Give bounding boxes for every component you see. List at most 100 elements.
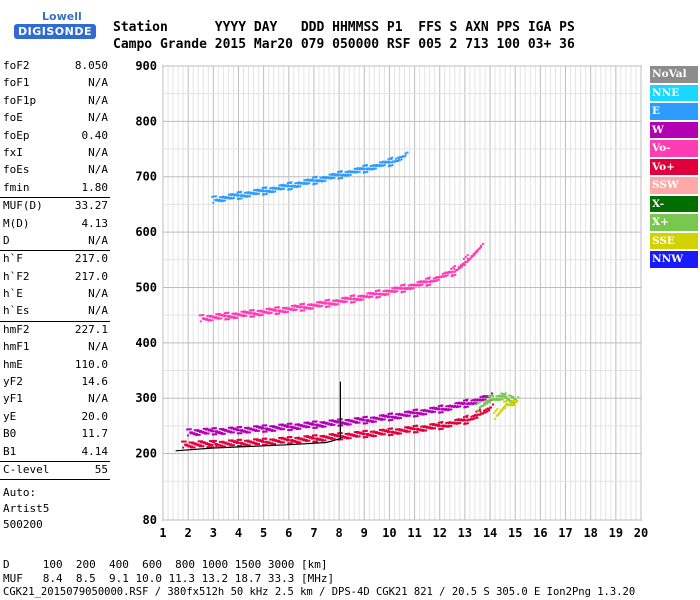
data-point-vo <box>475 410 478 413</box>
param-label: h`F2 <box>3 269 30 283</box>
data-point-vo <box>290 304 293 307</box>
data-point-vo <box>378 289 381 292</box>
data-point-vo <box>288 436 291 439</box>
data-point-vo <box>432 427 435 430</box>
data-point-vo <box>451 273 454 276</box>
x-tick-label: 20 <box>634 526 648 540</box>
data-point-vo <box>476 416 479 419</box>
data-point-e <box>388 164 391 167</box>
data-point-vo <box>184 440 187 443</box>
data-point-x <box>513 402 516 405</box>
data-point-vo <box>374 434 377 437</box>
data-point-vo <box>414 431 417 434</box>
param-label: foF1 <box>3 76 30 90</box>
param-row: yE 20.0 <box>0 409 110 426</box>
data-point-w <box>249 431 252 434</box>
data-point-vo <box>286 436 289 439</box>
data-point-e <box>389 164 392 167</box>
data-point-vo <box>388 433 391 436</box>
data-point-w <box>432 410 435 413</box>
data-point-vo <box>222 445 225 448</box>
data-point-e <box>383 164 386 167</box>
data-point-e <box>237 194 240 197</box>
data-point-vo <box>375 296 378 298</box>
data-point-vo <box>245 314 248 317</box>
param-label: fmin <box>3 180 30 194</box>
data-point-e <box>283 187 286 190</box>
data-point-vo <box>240 444 243 447</box>
data-point-e <box>237 197 240 200</box>
data-point-vo <box>313 434 316 437</box>
data-point-vo <box>375 293 378 295</box>
data-point-vo <box>450 267 453 270</box>
data-point-vo <box>463 263 466 266</box>
data-point-vo <box>303 309 306 312</box>
param-value: N/A <box>88 145 108 159</box>
data-point-vo <box>434 427 437 430</box>
data-point-e <box>297 185 300 188</box>
data-point-vo <box>319 305 322 308</box>
data-point-vo <box>253 438 256 441</box>
data-point-e <box>303 179 306 182</box>
data-point-sse <box>516 399 519 402</box>
data-point-w <box>331 423 334 426</box>
data-point-e <box>363 170 366 173</box>
data-point-vo <box>369 296 372 299</box>
data-point-x <box>498 398 501 401</box>
param-label: h`F <box>3 252 23 266</box>
data-point-w <box>413 412 416 415</box>
data-point-e <box>287 188 290 191</box>
data-point-vo <box>412 425 415 428</box>
param-label: MUF(D) <box>3 199 43 213</box>
data-point-w <box>258 429 261 432</box>
x-tick-label: 17 <box>558 526 572 540</box>
data-point-vo <box>349 294 352 297</box>
data-point-e <box>308 182 311 185</box>
data-point-w <box>211 427 214 430</box>
param-row: B0 11.7 <box>0 426 110 443</box>
data-point-vo <box>374 290 377 292</box>
param-label: B1 <box>3 444 17 458</box>
data-point-w <box>202 427 205 430</box>
data-point-vo <box>470 415 473 418</box>
x-tick-label: 6 <box>285 526 292 540</box>
data-point-vo <box>325 302 328 305</box>
param-label: M(D) <box>3 216 30 230</box>
data-point-x <box>504 393 507 396</box>
data-point-e <box>290 188 293 191</box>
param-value: N/A <box>88 340 108 354</box>
data-point-w <box>303 421 306 424</box>
data-point-vo <box>357 295 360 298</box>
data-point-vo <box>349 437 352 440</box>
data-point-e <box>338 176 341 179</box>
data-point-w <box>213 433 216 436</box>
data-point-vo <box>439 428 442 431</box>
data-point-w <box>466 398 469 401</box>
data-point-vo <box>401 290 403 293</box>
legend-item: SSW <box>650 177 698 194</box>
data-point-vo <box>438 427 441 430</box>
data-point-vo <box>244 439 247 442</box>
data-point-w <box>262 427 265 430</box>
data-point-vo <box>281 441 284 444</box>
data-point-x <box>477 402 480 405</box>
data-point-vo <box>377 296 380 299</box>
data-point-e <box>232 197 235 200</box>
data-point-vo <box>256 443 259 446</box>
data-point-e <box>391 156 394 159</box>
data-point-w <box>281 428 284 431</box>
data-point-w <box>312 426 315 429</box>
data-point-e <box>262 190 265 193</box>
data-point-w <box>463 405 466 408</box>
data-point-vo <box>382 433 385 436</box>
data-point-x <box>501 398 504 401</box>
data-point-sse <box>513 403 516 406</box>
data-point-vo <box>211 440 214 443</box>
data-point-vo <box>236 438 239 441</box>
data-point-vo <box>193 446 196 449</box>
data-point-vo <box>378 428 381 431</box>
data-point-e <box>356 171 359 174</box>
data-point-vo <box>371 295 374 298</box>
data-point-vo <box>238 445 241 448</box>
data-point-vo <box>240 438 243 441</box>
